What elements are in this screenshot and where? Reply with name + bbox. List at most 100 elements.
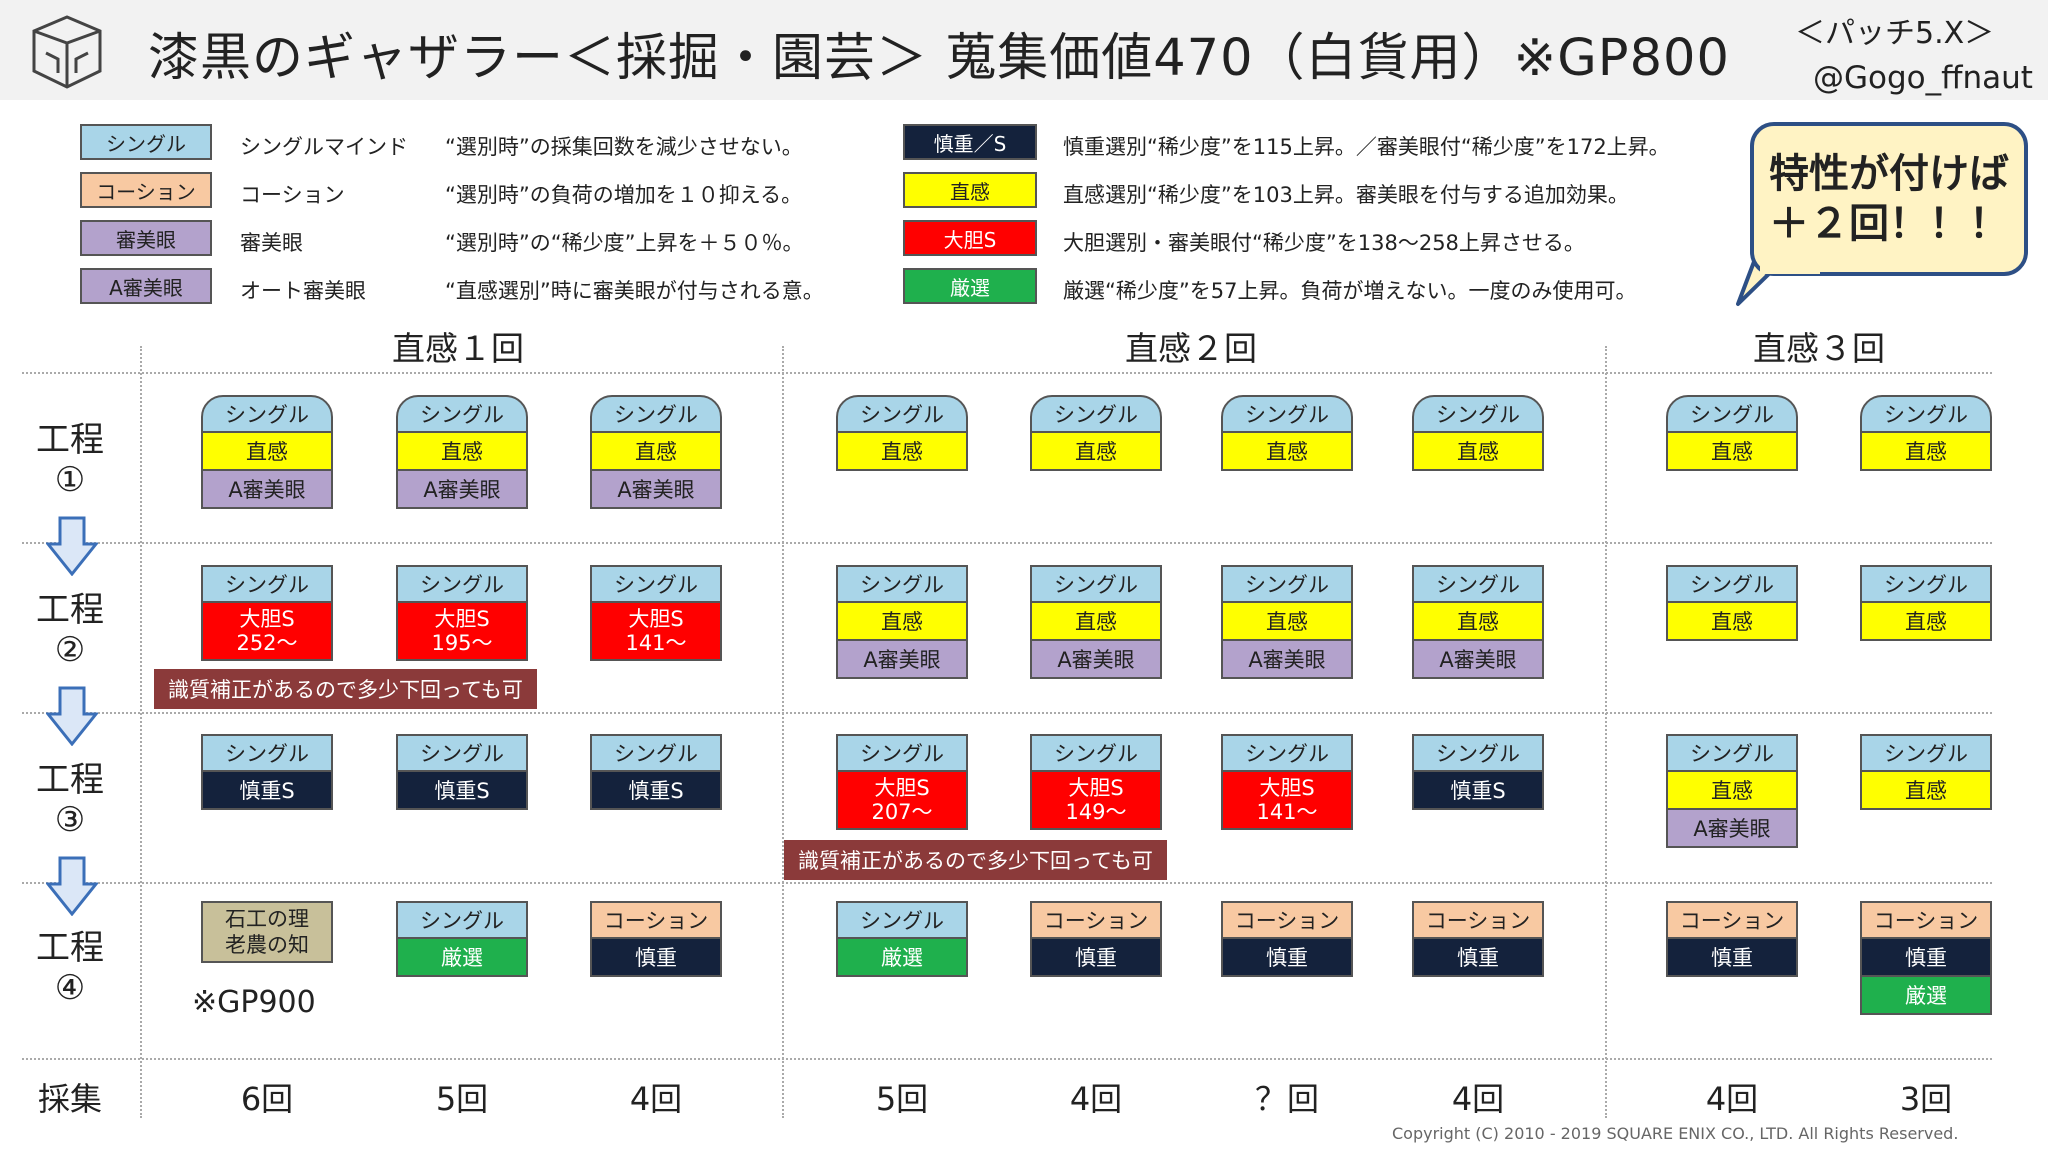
action-card: シングル慎重S xyxy=(1412,734,1544,810)
action-card: シングル 大胆S 195～ xyxy=(396,565,528,661)
auto-discern-cell: A審美眼 xyxy=(396,471,528,509)
auto-discern-cell: A審美眼 xyxy=(836,641,968,679)
legend-desc-single: “選別時”の採集回数を減少させない。 xyxy=(445,135,803,159)
cell-sublabel: 207～ xyxy=(871,800,933,824)
cell-label: 大胆S xyxy=(874,776,930,800)
cell-label: 厳選 xyxy=(881,946,923,970)
instinct-cell: 直感 xyxy=(1666,772,1798,810)
cell-label: シングル xyxy=(1884,403,1968,427)
caution-cell: コーション xyxy=(1030,901,1162,939)
legend-name-auto-discern: オート審美眼 xyxy=(240,279,366,303)
down-arrow-icon xyxy=(46,686,98,746)
cell-label: シングル xyxy=(420,742,504,766)
auto-discern-cell: A審美眼 xyxy=(201,471,333,509)
instinct-cell: 直感 xyxy=(1860,772,1992,810)
single-mind-cell: シングル xyxy=(1412,395,1544,433)
cell-label: シングル xyxy=(1884,742,1968,766)
cell-label: 慎重S xyxy=(239,779,295,803)
gather-count: 4回 xyxy=(629,1080,683,1118)
cell-label: 大胆S xyxy=(1068,776,1124,800)
section-header-instinct-1: 直感１回 xyxy=(392,329,524,368)
page-title: 漆黒のギャザラー＜採掘・園芸＞ 蒐集価値470（白貨用）※GP800 xyxy=(148,29,1730,88)
step-label-3: 工程 ③ xyxy=(20,760,120,840)
strict-cell: 厳選 xyxy=(396,939,528,977)
legend-desc-strict: 厳選“稀少度”を57上昇。負荷が増えない。一度のみ使用可。 xyxy=(1063,279,1637,303)
cell-label: A審美眼 xyxy=(423,478,501,502)
step-label-2-text: 工程 xyxy=(36,590,104,630)
bold-cell: 大胆S 141～ xyxy=(590,603,722,661)
gather-count: 5回 xyxy=(435,1080,489,1118)
instinct-cell: 直感 xyxy=(396,433,528,471)
grid-line xyxy=(22,712,1992,714)
instinct-cell: 直感 xyxy=(1221,603,1353,641)
action-card: シングル 慎重S xyxy=(396,734,528,810)
step-label-4-text: 工程 xyxy=(36,928,104,968)
cell-label: シングル xyxy=(420,909,504,933)
gather-count: 6回 xyxy=(240,1080,294,1118)
legend-badge-instinct: 直感 xyxy=(903,172,1037,208)
action-card: コーション 慎重 xyxy=(1030,901,1162,977)
skill-trait-cell: 石工の理 老農の知 xyxy=(201,901,333,963)
action-card: シングル 厳選 xyxy=(396,901,528,977)
gather-count: 5回 xyxy=(875,1080,929,1118)
grid-line xyxy=(140,346,142,1118)
single-mind-cell: シングル xyxy=(1666,734,1798,772)
cell-label: 直感 xyxy=(441,440,483,464)
single-mind-cell: シングル xyxy=(590,734,722,772)
single-mind-cell: シングル xyxy=(1666,395,1798,433)
cell-label: 石工の理 xyxy=(225,907,309,931)
cell-label: シングル xyxy=(1436,742,1520,766)
single-mind-cell: シングル xyxy=(396,901,528,939)
bubble-line-2: ＋２回！！！ xyxy=(1769,201,2009,247)
cell-label: 慎重 xyxy=(1266,946,1308,970)
legend-desc-instinct: 直感選別“稀少度”を103上昇。審美眼を付与する追加効果。 xyxy=(1063,183,1629,207)
single-mind-cell: シングル xyxy=(1860,395,1992,433)
single-mind-cell: シングル xyxy=(1221,734,1353,772)
action-card: コーション 慎重 xyxy=(1221,901,1353,977)
cell-label: シングル xyxy=(860,742,944,766)
action-card: シングル 直感 xyxy=(836,395,968,471)
single-mind-cell: シングル xyxy=(1030,395,1162,433)
cell-label: シングル xyxy=(1054,742,1138,766)
instinct-cell: 直感 xyxy=(201,433,333,471)
cell-label: A審美眼 xyxy=(1248,648,1326,672)
grid-line xyxy=(782,346,784,1118)
step-label-1-number: ① xyxy=(54,460,86,500)
cell-label: シングル xyxy=(225,742,309,766)
cell-label: 直感 xyxy=(1905,779,1947,803)
single-mind-cell: シングル xyxy=(590,395,722,433)
legend-name-single: シングルマインド xyxy=(240,135,408,159)
cell-label: シングル xyxy=(1690,403,1774,427)
cell-label: A審美眼 xyxy=(1693,817,1771,841)
legend-badge-strict: 厳選 xyxy=(903,268,1037,304)
cell-label: シングル xyxy=(1245,573,1329,597)
action-card: シングル慎重S xyxy=(201,734,333,810)
cell-label: シングル xyxy=(614,573,698,597)
careful-cell: 慎重 xyxy=(1860,939,1992,977)
cell-label: コーション xyxy=(603,909,709,933)
cell-label: シングル xyxy=(1054,403,1138,427)
cell-label: 直感 xyxy=(1905,610,1947,634)
careful-cell: 慎重S xyxy=(1412,772,1544,810)
cell-label: 大胆S xyxy=(239,607,295,631)
instinct-cell: 直感 xyxy=(1860,433,1992,471)
action-card: コーション 慎重 xyxy=(1412,901,1544,977)
action-card: シングル 直感 A審美眼 xyxy=(396,395,528,509)
action-card: シングル 直感 xyxy=(1666,395,1798,471)
legend-name-discern: 審美眼 xyxy=(240,231,303,255)
cell-label: 慎重 xyxy=(1711,946,1753,970)
single-mind-cell: シングル xyxy=(836,565,968,603)
cell-label: コーション xyxy=(1234,909,1340,933)
careful-cell: 慎重S xyxy=(201,772,333,810)
careful-cell: 慎重 xyxy=(590,939,722,977)
action-card: シングル 直感 A審美眼 xyxy=(1030,565,1162,679)
single-mind-cell: シングル xyxy=(201,734,333,772)
careful-cell: 慎重S xyxy=(590,772,722,810)
gp900-note: ※GP900 xyxy=(192,985,316,1020)
action-card: シングル 直感 xyxy=(1412,395,1544,471)
legend-badge-careful: 慎重／S xyxy=(903,124,1037,160)
legend-badge-discern: 審美眼 xyxy=(80,220,212,256)
step-label-1: 工程 ① xyxy=(20,420,120,500)
legend-name-caution: コーション xyxy=(240,183,345,207)
step-label-3-text: 工程 xyxy=(36,760,104,800)
